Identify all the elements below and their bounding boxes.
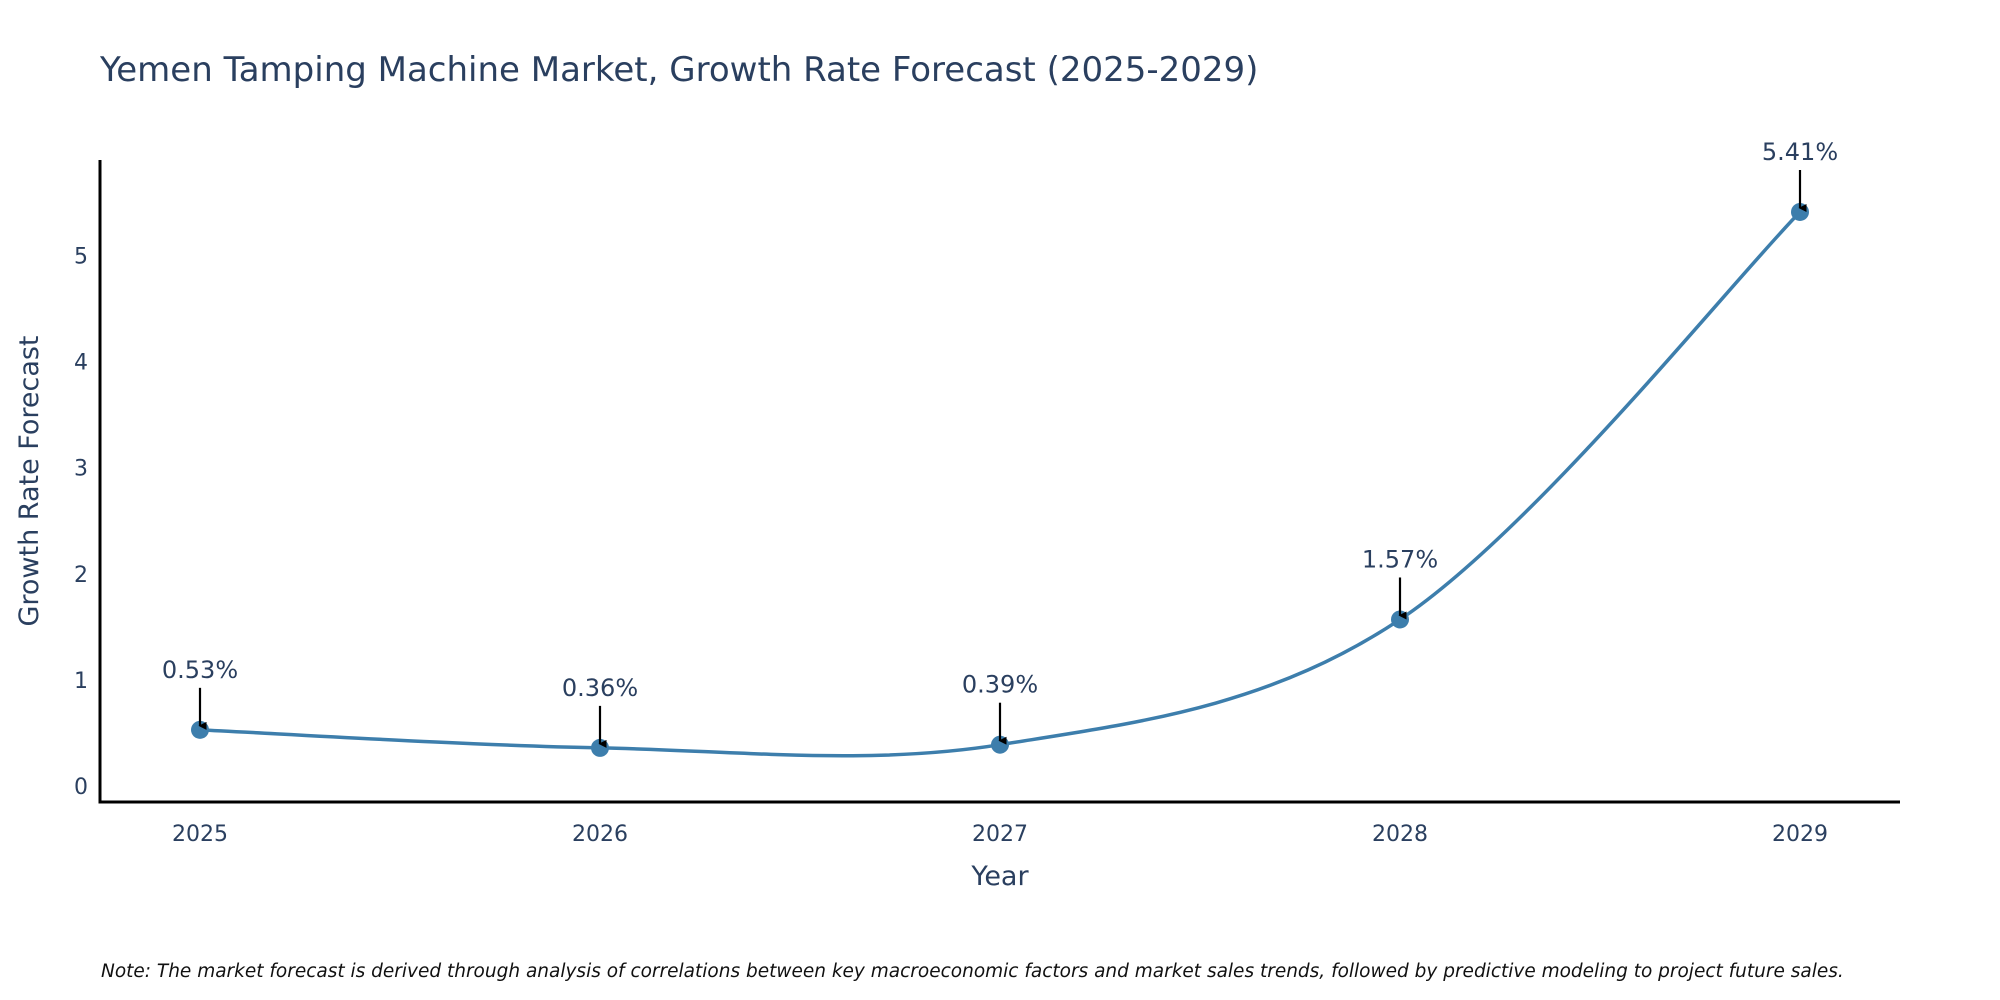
x-tick-label: 2026 [572, 822, 628, 847]
y-axis-title: Growth Rate Forecast [14, 335, 45, 626]
data-label: 1.57% [1362, 545, 1438, 573]
y-tick-label: 3 [74, 457, 88, 482]
chart-title: Yemen Tamping Machine Market, Growth Rat… [99, 50, 1258, 90]
x-axis-title: Year [970, 861, 1029, 892]
data-annotations: 0.53% 0.36% 0.39% 1.57% 5.41% [162, 138, 1838, 748]
y-tick-label: 5 [74, 245, 88, 270]
x-axis-ticks: 2025 2026 2027 2028 2029 [172, 822, 1828, 847]
y-axis-ticks: 0 1 2 3 4 5 [74, 245, 88, 801]
x-tick-label: 2029 [1772, 822, 1828, 847]
x-tick-label: 2027 [972, 822, 1028, 847]
series-line [199, 210, 1802, 758]
data-label: 0.39% [962, 671, 1038, 699]
y-tick-label: 4 [74, 351, 88, 376]
data-label: 5.41% [1762, 138, 1838, 166]
footnote: Note: The market forecast is derived thr… [101, 961, 1844, 982]
x-tick-label: 2025 [172, 822, 228, 847]
data-label: 0.53% [162, 656, 238, 684]
x-tick-label: 2028 [1372, 822, 1428, 847]
y-tick-label: 1 [74, 669, 88, 694]
y-tick-label: 2 [74, 563, 88, 588]
y-tick-label: 0 [74, 775, 88, 800]
data-label: 0.36% [562, 674, 638, 702]
